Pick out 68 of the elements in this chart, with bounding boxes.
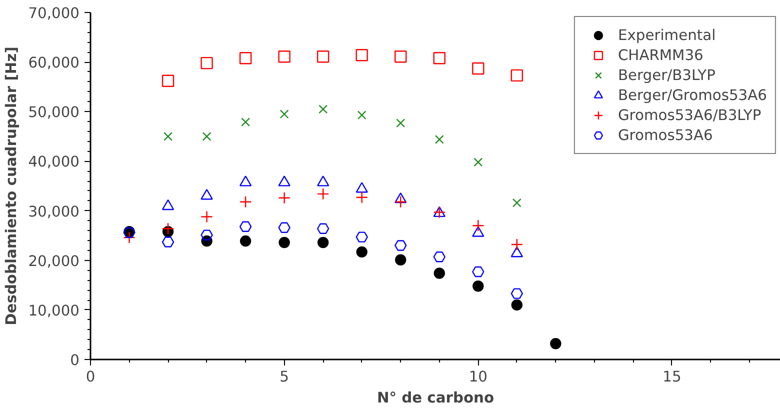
point [240, 235, 252, 247]
point [474, 158, 483, 167]
point [356, 182, 368, 193]
point [395, 254, 406, 266]
point [278, 50, 290, 63]
point [316, 50, 330, 63]
point [162, 74, 174, 88]
legend-label: Gromos53A6/B3LYP [618, 106, 762, 124]
point [356, 232, 368, 242]
point [239, 221, 252, 232]
point [278, 222, 290, 234]
point [356, 246, 368, 258]
y-tick-label: 70,000 [28, 5, 80, 22]
y-tick-label: 50,000 [28, 104, 80, 122]
point [434, 134, 444, 144]
point [280, 110, 289, 119]
y-tick-label: 30,000 [28, 203, 80, 220]
y-tick-label: 40,000 [28, 154, 80, 171]
point [278, 236, 290, 248]
point [239, 176, 252, 186]
point [433, 252, 446, 262]
point [511, 299, 523, 311]
x-tick-label: 15 [662, 368, 682, 386]
y-axis-title: Desdoblamiento cuadrupolar [Hz] [3, 46, 20, 326]
point [472, 62, 484, 75]
legend-label: Gromos53A6 [618, 126, 713, 144]
y-tick-label: 10,000 [28, 302, 80, 320]
x-tick-label: 5 [280, 368, 289, 386]
point [472, 226, 484, 237]
point [433, 52, 446, 64]
point [394, 50, 407, 63]
x-axis-title: N° de carbono [376, 390, 494, 406]
point [318, 104, 328, 114]
point [164, 132, 173, 141]
point [356, 49, 368, 62]
legend-label: Berger/B3LYP [618, 66, 716, 84]
point [200, 56, 213, 70]
point [278, 176, 290, 186]
y-tick-label: 60,000 [28, 54, 80, 72]
x-tick-label: 0 [86, 368, 96, 386]
point [162, 236, 174, 248]
point [241, 118, 250, 127]
legend-label: CHARMM36 [618, 46, 704, 64]
point [510, 288, 524, 299]
point [162, 199, 174, 210]
point [316, 223, 330, 234]
y-tick-label: 20,000 [28, 252, 80, 270]
point [510, 69, 524, 82]
legend-label: Berger/Gromos53A6 [618, 86, 767, 104]
point [510, 246, 524, 258]
point [200, 230, 213, 240]
point [316, 176, 330, 186]
point [396, 118, 406, 128]
x-tick-label: 10 [468, 368, 488, 386]
legend-label: Experimental [618, 26, 716, 44]
point [357, 110, 366, 120]
point [394, 192, 407, 204]
point [394, 240, 407, 251]
point [550, 338, 562, 350]
y-tick-label: 0 [70, 352, 80, 369]
point [317, 236, 329, 248]
point [434, 268, 445, 279]
point [512, 198, 522, 208]
point [239, 52, 252, 64]
point [472, 266, 484, 278]
point [472, 280, 484, 292]
point [202, 132, 212, 141]
point [200, 188, 213, 200]
